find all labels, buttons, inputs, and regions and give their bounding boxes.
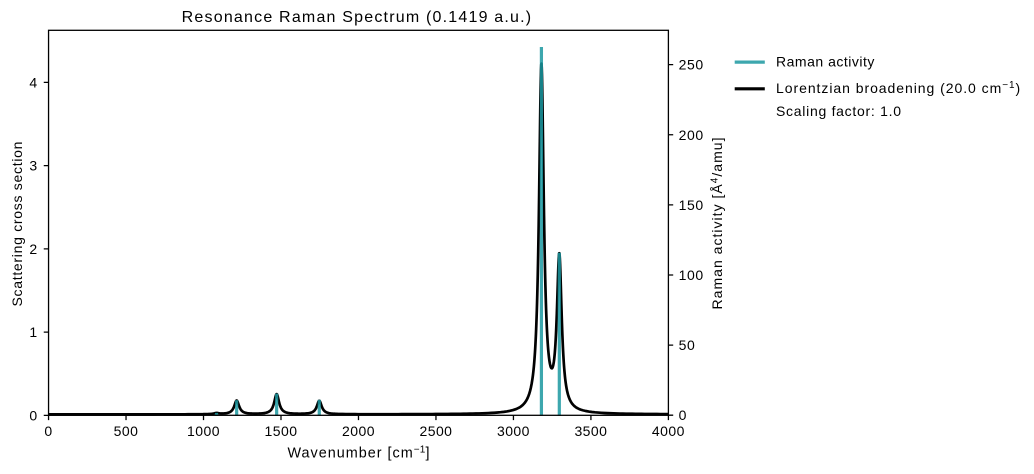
svg-text:50: 50: [679, 337, 696, 353]
svg-text:100: 100: [679, 267, 704, 283]
svg-text:500: 500: [114, 423, 139, 439]
svg-text:1500: 1500: [265, 423, 298, 439]
svg-text:2000: 2000: [342, 423, 375, 439]
svg-text:1: 1: [29, 324, 37, 340]
svg-text:Resonance Raman Spectrum (0.14: Resonance Raman Spectrum (0.1419 a.u.): [182, 9, 533, 26]
svg-text:2500: 2500: [419, 423, 452, 439]
svg-text:1000: 1000: [187, 423, 220, 439]
svg-text:Raman activity: Raman activity: [776, 54, 875, 70]
svg-text:Scattering cross section: Scattering cross section: [9, 141, 25, 307]
svg-text:3500: 3500: [574, 423, 607, 439]
svg-text:4: 4: [29, 74, 37, 90]
svg-text:3: 3: [29, 158, 37, 174]
svg-text:2: 2: [29, 241, 37, 257]
svg-text:200: 200: [679, 127, 704, 143]
svg-text:Scaling factor: 1.0: Scaling factor: 1.0: [776, 103, 902, 119]
svg-text:4000: 4000: [652, 423, 685, 439]
svg-text:150: 150: [679, 197, 704, 213]
svg-text:Raman activity [Å4/amu]: Raman activity [Å4/amu]: [709, 137, 725, 310]
svg-text:250: 250: [679, 57, 704, 73]
svg-text:0: 0: [29, 407, 37, 423]
svg-text:Wavenumber [cm−1]: Wavenumber [cm−1]: [287, 445, 429, 462]
svg-text:0: 0: [44, 423, 52, 439]
svg-text:3000: 3000: [497, 423, 530, 439]
svg-text:0: 0: [679, 407, 687, 423]
svg-text:Lorentzian broadening (20.0 cm: Lorentzian broadening (20.0 cm−1): [776, 80, 1021, 96]
